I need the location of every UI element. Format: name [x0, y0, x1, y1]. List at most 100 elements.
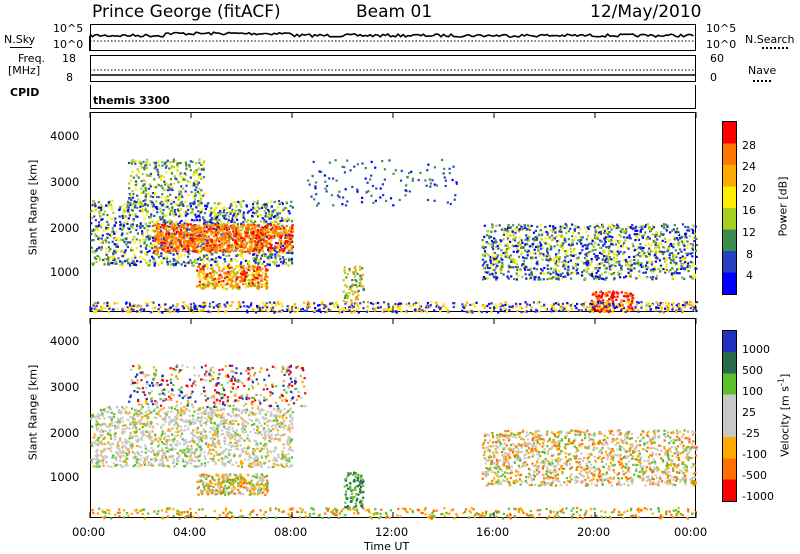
power-cell	[142, 199, 145, 203]
power-cell	[242, 216, 245, 219]
power-cell	[500, 268, 503, 271]
power-cell	[204, 237, 207, 240]
power-cell	[623, 236, 626, 239]
power-cell	[121, 224, 124, 227]
power-cell	[577, 256, 580, 259]
power-cell	[443, 302, 446, 305]
power-cell	[443, 167, 446, 170]
power-cell	[195, 224, 198, 227]
power-cell	[629, 237, 632, 240]
power-cell	[220, 276, 223, 279]
power-cell	[183, 231, 186, 234]
power-cell	[253, 266, 256, 269]
nave-tick-top: 60	[710, 52, 724, 65]
power-cell	[232, 271, 235, 274]
power-cell	[214, 249, 217, 252]
power-cell	[569, 227, 572, 230]
power-cell	[93, 228, 97, 231]
power-cell	[572, 238, 576, 242]
power-cell	[564, 249, 567, 253]
power-cell	[176, 228, 179, 231]
power-cell	[192, 250, 195, 253]
power-cell	[198, 280, 201, 283]
power-cell	[144, 208, 147, 211]
power-cell	[253, 212, 256, 215]
power-cell	[379, 187, 382, 190]
power-cell	[206, 205, 209, 208]
power-cell	[581, 260, 584, 263]
power-cell	[152, 251, 155, 254]
power-cell	[372, 307, 375, 310]
power-cell	[275, 227, 278, 230]
power-cell	[595, 271, 598, 275]
power-cell	[268, 260, 271, 263]
power-cell	[597, 269, 600, 273]
power-cell	[520, 239, 523, 242]
power-cell	[247, 225, 250, 228]
power-cell	[259, 268, 262, 271]
power-cell	[666, 224, 669, 227]
power-cell	[132, 193, 135, 196]
power-cell	[247, 268, 250, 271]
power-cell	[211, 253, 214, 256]
power-cell	[583, 257, 587, 260]
power-cell	[223, 206, 226, 209]
nsearch-tick-bottom: 10^0	[706, 38, 737, 51]
power-cell	[254, 309, 257, 312]
power-cell	[165, 171, 168, 174]
power-cell	[553, 245, 556, 248]
power-cell	[161, 231, 164, 234]
power-cell	[496, 254, 499, 257]
power-cell	[676, 237, 679, 240]
power-cell	[567, 310, 570, 313]
power-cell	[127, 232, 130, 235]
power-cell	[616, 295, 619, 298]
power-cell	[627, 298, 630, 301]
power-cell	[196, 285, 199, 288]
power-cell	[581, 271, 584, 274]
power-cell	[315, 193, 318, 196]
power-cell	[644, 231, 647, 234]
power-cell	[209, 276, 212, 279]
power-cell	[525, 257, 528, 260]
power-cell	[326, 310, 329, 313]
power-cell	[532, 252, 535, 255]
power-cell	[169, 260, 172, 263]
power-cell	[90, 216, 94, 220]
power-cell	[524, 226, 527, 229]
power-cell	[554, 270, 558, 273]
power-cell	[584, 243, 587, 247]
power-cell	[145, 236, 148, 239]
power-cell	[166, 221, 169, 224]
power-cell	[234, 284, 237, 287]
power-cell	[156, 247, 159, 250]
power-cell	[242, 247, 245, 250]
power-cell	[176, 238, 179, 241]
power-cell	[655, 277, 658, 280]
power-cell	[127, 161, 131, 165]
power-cell	[515, 278, 518, 281]
power-cell	[248, 245, 252, 248]
power-cell	[210, 229, 213, 233]
power-cell	[194, 188, 197, 192]
power-cell	[255, 248, 258, 251]
power-cell	[263, 235, 266, 238]
power-cell	[234, 272, 237, 276]
power-cell	[108, 305, 112, 308]
power-cell	[206, 273, 209, 276]
power-cell	[567, 273, 570, 276]
power-cell	[218, 282, 221, 285]
power-cell	[621, 228, 624, 231]
power-cell	[112, 230, 115, 233]
power-cell	[668, 247, 671, 250]
power-cell	[130, 308, 133, 311]
power-cell	[196, 236, 199, 239]
power-cell	[285, 246, 288, 249]
power-cell	[314, 309, 318, 313]
power-cell	[190, 229, 193, 232]
power-cell	[210, 232, 213, 235]
power-cell	[679, 248, 682, 251]
power-cell	[209, 214, 212, 217]
power-cell	[651, 224, 654, 227]
power-cell	[672, 259, 675, 262]
